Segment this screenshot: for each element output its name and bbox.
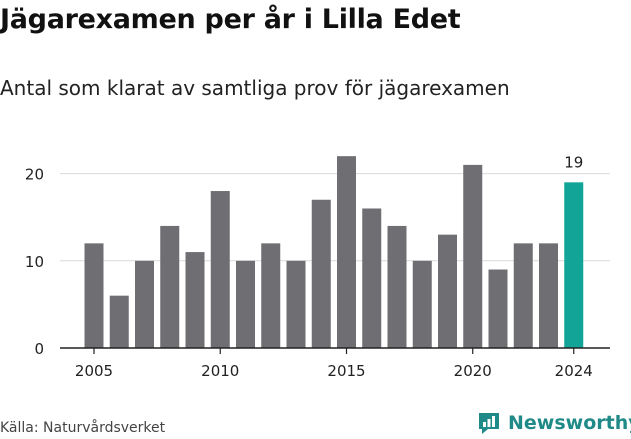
bar-2014 (311, 199, 331, 348)
data-label-2024: 19 (564, 153, 583, 171)
bar-2011 (236, 260, 255, 348)
bar-chart: 0 10 20 19 2005 2010 2015 2020 2024 (25, 153, 610, 380)
bar-2022 (513, 243, 533, 348)
y-tick-label: 20 (25, 166, 44, 184)
bar-2012 (261, 243, 281, 348)
bars (84, 156, 584, 348)
bar-2021 (488, 269, 508, 348)
bar-2016 (362, 208, 382, 348)
source-note: Källa: Naturvårdsverket (0, 420, 166, 436)
bar-2024 (564, 182, 584, 348)
bar-2010 (210, 191, 230, 348)
y-tick-label: 10 (25, 253, 44, 271)
bar-2013 (286, 260, 306, 348)
x-tick-label: 2015 (327, 362, 365, 380)
bar-2023 (539, 243, 558, 348)
y-tick-label: 0 (34, 340, 44, 358)
bar-2019 (438, 234, 457, 348)
bar-2006 (109, 295, 129, 348)
newsworthy-logo-icon (479, 413, 499, 434)
axes: 0 10 20 19 2005 2010 2015 2020 2024 (25, 153, 610, 380)
x-tick-label: 2020 (454, 362, 492, 380)
x-tick-label: 2005 (75, 362, 113, 380)
x-tick-label: 2010 (201, 362, 239, 380)
bar-2008 (160, 225, 180, 348)
chart-title: Jägarexamen per år i Lilla Edet (0, 4, 461, 35)
bar-2018 (412, 260, 432, 348)
bar-2009 (185, 252, 205, 348)
chart-subtitle: Antal som klarat av samtliga prov för jä… (0, 76, 510, 100)
bar-2020 (463, 164, 483, 348)
newsworthy-brand-text: Newsworthy (508, 412, 631, 434)
bar-2017 (387, 225, 407, 348)
bar-2015 (337, 156, 356, 348)
x-tick-label: 2024 (555, 362, 593, 380)
bar-2007 (135, 260, 154, 348)
bar-2005 (84, 243, 104, 348)
newsworthy-brand[interactable]: Newsworthy (476, 409, 631, 437)
